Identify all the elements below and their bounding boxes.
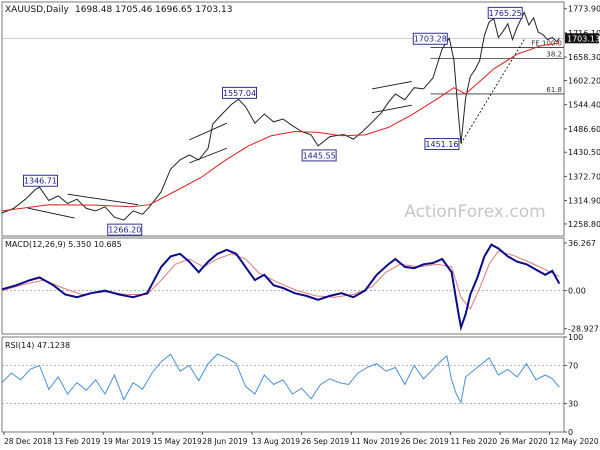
macd-panel-frame — [1, 237, 565, 335]
y-tick-label: 100 — [568, 333, 583, 342]
trendline — [189, 122, 227, 141]
annotation-box — [301, 149, 337, 162]
symbol-label: XAUUSD,Daily — [5, 5, 69, 15]
y-tick-label: 1658.30 — [568, 53, 600, 62]
macd-panel: 36.267 0.00 -28.927 MACD(12,26,9) 5.350 10… — [1, 237, 599, 335]
x-tick-label: 19 Mar 2019 — [103, 437, 151, 446]
annotation-box — [412, 32, 448, 45]
fib-label: FE 100.0 — [531, 40, 562, 48]
trendline — [189, 147, 227, 164]
annotation-label: 1703.28 — [414, 35, 447, 44]
x-tick-label: 13 Aug 2019 — [252, 437, 300, 446]
annotation-label: 1765.25 — [489, 9, 522, 18]
price-annotation: 1266.20 — [107, 223, 143, 236]
annotation-box — [222, 86, 257, 99]
y-tick-label: 30 — [568, 400, 578, 409]
fib-levels: FE 100.0 38.2 61.8 — [430, 40, 564, 95]
annotation-label: 1346.71 — [24, 177, 57, 186]
x-tick-label: 13 Feb 2019 — [54, 437, 101, 446]
y-tick-label: 36.267 — [568, 239, 596, 248]
annotation-box — [487, 6, 523, 19]
last-price-label: 1703.13 — [567, 34, 600, 43]
x-tick-label: 12 May 2020 — [550, 437, 599, 446]
rsi-y-axis: 100 70 30 0 — [564, 333, 583, 437]
price-panel-frame — [1, 1, 565, 237]
y-tick-label: 1602.20 — [568, 76, 600, 85]
annotation-label: 1445.55 — [303, 151, 336, 160]
sma-series — [1, 42, 560, 212]
y-tick-label: 0.00 — [568, 287, 586, 296]
rsi-series — [1, 353, 560, 405]
fib-label: 38.2 — [546, 50, 562, 58]
macd-title: MACD(12,26,9) 5.350 10.685 — [5, 240, 122, 249]
price-series — [1, 11, 560, 221]
y-tick-label: -28.927 — [568, 325, 599, 334]
trendline — [67, 193, 138, 206]
trendline — [27, 207, 75, 219]
rsi-grid — [2, 365, 564, 404]
x-tick-label: 26 Mar 2020 — [500, 437, 548, 446]
trendline — [371, 80, 412, 90]
price-annotations: 1346.71 1266.20 1557.04 1445.55 1703.28 1451.… — [23, 6, 523, 236]
y-tick-label: 1372.70 — [568, 172, 600, 181]
price-annotation: 1557.04 — [222, 86, 257, 99]
price-panel: FE 100.0 38.2 61.8 1346.71 1266.20 1557.04 14… — [1, 1, 600, 237]
y-tick-label: 1486.60 — [568, 125, 600, 134]
y-tick-label: 1544.40 — [568, 101, 600, 110]
annotation-box — [424, 138, 460, 151]
price-annotation: 1346.71 — [23, 174, 58, 187]
fib-label: 61.8 — [546, 86, 562, 94]
last-price-badge — [565, 33, 599, 44]
x-axis: 28 Dec 2018 13 Feb 2019 19 Mar 2019 15 May … — [3, 432, 599, 446]
x-tick-label: 28 Jun 2019 — [202, 437, 247, 446]
x-tick-label: 28 Dec 2018 — [4, 437, 52, 446]
x-tick-label: 26 Dec 2019 — [401, 437, 449, 446]
rsi-panel-frame — [1, 336, 565, 433]
x-tick-label: 11 Nov 2019 — [351, 437, 399, 446]
annotation-box — [23, 174, 58, 187]
trendline — [371, 104, 412, 114]
macd-y-axis: 36.267 0.00 -28.927 — [564, 239, 599, 334]
annotation-box — [107, 223, 143, 236]
macd-series — [1, 243, 561, 332]
y-tick-label: 0 — [568, 428, 573, 437]
y-tick-label: 70 — [568, 362, 578, 371]
price-y-axis: 1258.80 1314.90 1372.70 1430.50 1486.60 1544.… — [564, 5, 600, 229]
ohlc-readout: 1698.48 1705.46 1696.65 1703.13 — [75, 5, 232, 15]
y-tick-label: 1430.50 — [568, 148, 600, 157]
y-tick-label: 1314.90 — [568, 197, 600, 206]
rsi-title: RSI(14) 47.1238 — [5, 341, 70, 350]
rsi-panel: 100 70 30 0 RSI(14) 47.1238 — [1, 333, 583, 437]
price-annotation: 1451.16 — [424, 138, 460, 151]
annotation-label: 1451.16 — [425, 140, 458, 149]
watermark: ActionForex.com — [404, 202, 545, 222]
x-tick-label: 26 Sep 2019 — [302, 437, 350, 446]
y-tick-label: 1773.90 — [568, 5, 600, 14]
y-tick-label: 1258.80 — [568, 220, 600, 229]
price-annotation: 1445.55 — [301, 149, 337, 162]
annotation-label: 1557.04 — [223, 89, 256, 98]
annotation-label: 1266.20 — [108, 226, 141, 235]
price-annotation: 1703.28 — [412, 32, 448, 45]
trendlines — [27, 39, 525, 219]
x-tick-label: 11 Feb 2020 — [450, 437, 497, 446]
macd-signal-series — [1, 250, 560, 310]
x-tick-label: 15 May 2019 — [153, 437, 202, 446]
price-annotation: 1765.25 — [487, 6, 523, 19]
